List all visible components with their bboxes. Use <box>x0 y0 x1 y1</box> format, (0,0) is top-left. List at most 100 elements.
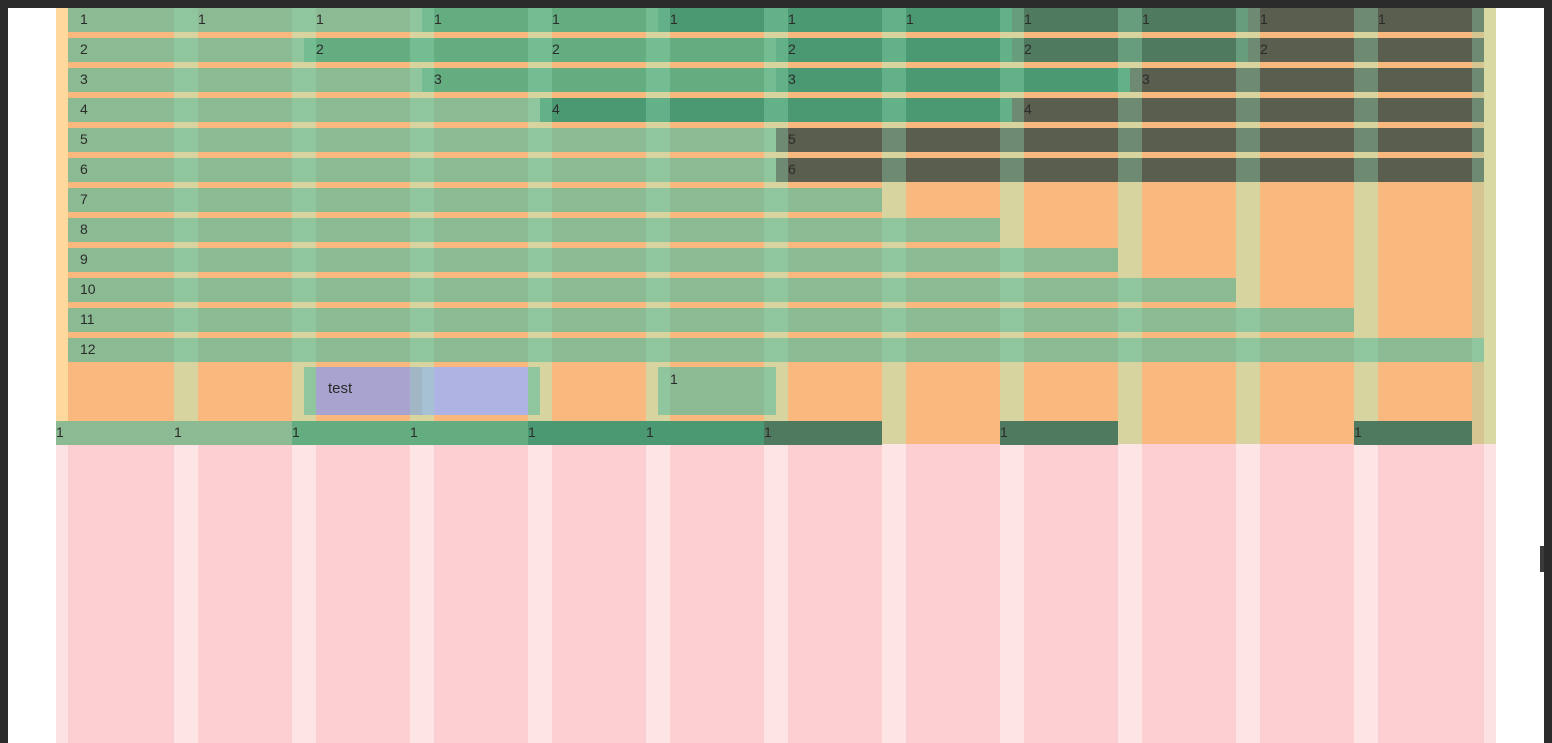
grid-cell: 1 <box>1248 8 1366 32</box>
grid-cell: 1 <box>304 8 422 32</box>
scrollbar-thumb[interactable] <box>1540 546 1544 572</box>
grid-cell: 1 <box>422 8 540 32</box>
bottom-row-label: 1 <box>528 424 536 440</box>
test-item-overlay <box>422 367 528 415</box>
grid-cell: 2 <box>540 38 776 62</box>
bottom-row-cell: 1 <box>764 421 882 445</box>
grid-cell-label: 2 <box>552 41 560 57</box>
grid-cell-label: 1 <box>906 11 914 27</box>
bottom-row-label: 1 <box>1000 424 1008 440</box>
grid-cell-label: 1 <box>1142 11 1150 27</box>
grid-cell: 11 <box>68 308 1354 332</box>
grid-cell-label: 3 <box>80 71 88 87</box>
grid-cell: 1 <box>1366 8 1484 32</box>
grid-cell-label: 8 <box>80 221 88 237</box>
column-overlay <box>1000 8 1024 444</box>
grid-cell-label: 5 <box>788 131 796 147</box>
grid-cell: 2 <box>68 38 304 62</box>
bottom-row-label: 1 <box>56 424 64 440</box>
bottom-row-label: 1 <box>764 424 772 440</box>
column-overlay <box>174 8 198 444</box>
grid-cell-label: 6 <box>80 161 88 177</box>
grid-cell: 7 <box>68 188 882 212</box>
grid-cell: 6 <box>68 158 776 182</box>
grid-cell: 4 <box>540 98 1012 122</box>
bottom-row-cell: 1 <box>1000 421 1118 445</box>
grid-cell: 2 <box>1248 38 1484 62</box>
bottom-row-cell: 1 <box>174 421 292 445</box>
column-overlay <box>764 8 788 444</box>
grid-cell: 10 <box>68 278 1236 302</box>
bottom-row-label: 1 <box>174 424 182 440</box>
grid-cell-label: 3 <box>788 71 796 87</box>
bottom-row-label: 1 <box>292 424 300 440</box>
grid-cell: 1 <box>776 8 894 32</box>
grid-cell: 1 <box>540 8 658 32</box>
grid-cell-label: 1 <box>1260 11 1268 27</box>
grid-cell-label: 3 <box>1142 71 1150 87</box>
grid-cell-label: 6 <box>788 161 796 177</box>
bottom-row-label: 1 <box>410 424 418 440</box>
page: 1 1 1 1 1 1 1 1 1 1 1 1 2 2 2 2 2 2 3 3 3 3 4 4 4 5 5 6 6 7 8 9 10 11 12 te… <box>8 8 1544 743</box>
grid-cell-label: 1 <box>80 11 88 27</box>
grid-cell: 12 <box>68 338 1484 362</box>
grid-cell: 2 <box>776 38 1012 62</box>
grid-cell: 4 <box>1012 98 1484 122</box>
grid-cell-label: 5 <box>80 131 88 147</box>
column-overlay <box>1118 8 1142 444</box>
grid-cell-label: 2 <box>316 41 324 57</box>
column-overlay <box>410 8 434 444</box>
grid-cell: 1 <box>894 8 1012 32</box>
bottom-row-cell: 1 <box>56 421 174 445</box>
grid-cell-label: 1 <box>788 11 796 27</box>
grid-cell-label: 4 <box>1024 101 1032 117</box>
bottom-row-cell: 1 <box>528 421 646 445</box>
grid-cell-label: 4 <box>552 101 560 117</box>
grid-cell: 1 <box>658 8 776 32</box>
grid-cell-label: 1 <box>434 11 442 27</box>
column-overlay <box>1354 8 1378 444</box>
grid-cell-label: 3 <box>434 71 442 87</box>
column-overlay <box>1472 8 1496 444</box>
grid-cell-label: 9 <box>80 251 88 267</box>
column-overlay <box>528 8 552 444</box>
extra-item: 1 <box>658 367 776 415</box>
grid-cell-label: 12 <box>80 341 96 357</box>
grid-cell-label: 1 <box>1378 11 1386 27</box>
grid-cell-label: 7 <box>80 191 88 207</box>
column-overlay <box>1236 8 1260 444</box>
column-overlay <box>882 8 906 444</box>
grid-cell: 1 <box>1130 8 1248 32</box>
grid-inner: 1 1 1 1 1 1 1 1 1 1 1 1 2 2 2 2 2 2 3 3 3 3 4 4 4 5 5 6 6 7 8 9 10 11 12 te… <box>68 8 1496 444</box>
column-overlay <box>292 8 316 444</box>
grid-cell-label: 4 <box>80 101 88 117</box>
grid-cell: 6 <box>776 158 1484 182</box>
grid-cell: 1 <box>1012 8 1130 32</box>
grid-cell: 1 <box>68 8 186 32</box>
bottom-row-label: 1 <box>646 424 654 440</box>
grid-cell: 3 <box>68 68 422 92</box>
grid-cell: 2 <box>304 38 540 62</box>
grid-cell-label: 1 <box>198 11 206 27</box>
grid-cell-label: 2 <box>1260 41 1268 57</box>
grid-cell-label: 11 <box>80 311 95 327</box>
grid-cell-label: 1 <box>316 11 324 27</box>
grid-cell: 3 <box>1130 68 1484 92</box>
grid-cell: 5 <box>776 128 1484 152</box>
grid-cell-label: 2 <box>788 41 796 57</box>
bottom-row-label: 1 <box>1354 424 1362 440</box>
grid-cell-label: 1 <box>552 11 560 27</box>
grid-cell-label: 1 <box>1024 11 1032 27</box>
grid-cell: 1 <box>186 8 304 32</box>
grid-cell: 3 <box>422 68 776 92</box>
column-overlay <box>646 8 670 444</box>
grid-cell: 4 <box>68 98 540 122</box>
bottom-row-cell: 1 <box>292 421 410 445</box>
grid-cell-label: 2 <box>1024 41 1032 57</box>
grid-cell-label: 10 <box>80 281 96 297</box>
grid-cell-label: 1 <box>670 11 678 27</box>
bottom-row-cell: 1 <box>646 421 764 445</box>
bottom-row-cell: 1 <box>410 421 528 445</box>
grid-cell: 9 <box>68 248 1118 272</box>
extra-item-label: 1 <box>670 371 678 387</box>
